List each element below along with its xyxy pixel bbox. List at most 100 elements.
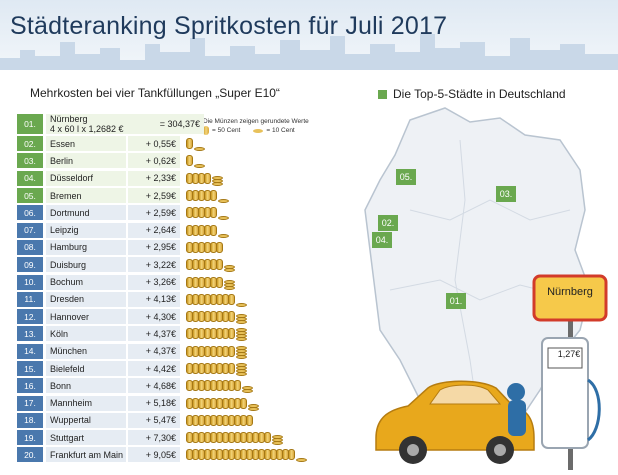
city-name: Dortmund [46, 205, 126, 221]
flat-coin-icon [212, 175, 223, 180]
green-square-icon [378, 89, 387, 99]
city-cell: Nürnberg 4 x 60 l x 1,2682 € [46, 114, 146, 134]
table-row-first: 01. Nürnberg 4 x 60 l x 1,2682 € = 304,3… [17, 113, 337, 135]
value-cell: + 2,64€ [128, 222, 180, 238]
city-name: Hamburg [46, 239, 126, 255]
coin-icon [228, 311, 235, 323]
city-name: Bonn [46, 378, 126, 394]
city-name: Düsseldorf [46, 170, 126, 186]
value-cell: + 4,13€ [128, 291, 180, 307]
coin-icon [246, 414, 253, 426]
coin-icon [204, 172, 211, 184]
table-row: 07. Leipzig + 2,64€ [17, 221, 337, 238]
coin-stack [186, 171, 337, 186]
rank-badge: 01. [17, 114, 43, 134]
rank-badge: 14. [17, 343, 43, 359]
rank-badge: 03. [17, 153, 43, 169]
flat-coin-icon [218, 233, 229, 238]
value-cell: + 4,68€ [128, 378, 180, 394]
value-cell: + 2,95€ [128, 239, 180, 255]
flat-coin-icon [236, 302, 247, 307]
table-row: 05. Bremen + 2,59€ [17, 187, 337, 204]
city-name: Duisburg [46, 257, 126, 273]
rank-badge: 04. [17, 170, 43, 186]
rank-badge: 12. [17, 309, 43, 325]
value-cell: + 7,30€ [128, 430, 180, 446]
value-cell: + 4,37€ [128, 326, 180, 342]
coin-stack [186, 223, 337, 238]
coin-icon [210, 190, 217, 202]
value-cell: + 0,55€ [128, 136, 180, 152]
table-row: 03. Berlin + 0,62€ [17, 152, 337, 169]
map-marker-03: 03. [496, 186, 516, 202]
city-skyline-graphic [0, 34, 618, 70]
coin-stack [186, 136, 337, 152]
value-cell: + 2,33€ [128, 170, 180, 186]
city-name: Berlin [46, 153, 126, 169]
top5-legend: Die Top-5-Städte in Deutschland [378, 87, 566, 101]
coin-icon [216, 259, 223, 271]
coin-stack [186, 309, 337, 325]
rank-badge: 20. [17, 447, 43, 463]
table-row: 16. Bonn + 4,68€ [17, 377, 337, 394]
table-row: 14. München + 4,37€ [17, 343, 337, 360]
rank-badge: 11. [17, 291, 43, 307]
ranking-table: 01. Nürnberg 4 x 60 l x 1,2682 € = 304,3… [17, 113, 337, 464]
table-row: 18. Wuppertal + 5,47€ [17, 412, 337, 429]
value-cell: + 2,59€ [128, 205, 180, 221]
coin-icon [228, 345, 235, 357]
rank-badge: 02. [17, 136, 43, 152]
value-cell: + 3,26€ [128, 274, 180, 290]
pump-price: 1,27€ [557, 349, 581, 359]
rank-badge: 13. [17, 326, 43, 342]
flat-coin-icon [242, 386, 253, 391]
table-row: 06. Dortmund + 2,59€ [17, 204, 337, 221]
city-name: Hannover [46, 309, 126, 325]
rank-badge: 18. [17, 412, 43, 428]
rank-badge: 10. [17, 274, 43, 290]
coin-icon [216, 276, 223, 288]
flat-coin-icon [224, 279, 235, 284]
car-illustration [375, 380, 535, 464]
map-marker-05: 05. [396, 169, 416, 185]
germany-map: 05. 03. 02. 04. 01. [350, 100, 618, 470]
map-marker-01: 01. [446, 293, 466, 309]
table-row: 20. Frankfurt am Main + 9,05€ [17, 446, 337, 463]
coin-stack [186, 430, 337, 446]
table-row: 11. Dresden + 4,13€ [17, 291, 337, 308]
table-row: 12. Hannover + 4,30€ [17, 308, 337, 325]
table-row: 19. Stuttgart + 7,30€ [17, 429, 337, 446]
map-marker-04: 04. [372, 232, 392, 248]
value-cell: + 5,47€ [128, 412, 180, 428]
table-row: 13. Köln + 4,37€ [17, 325, 337, 342]
flat-coin-icon [236, 363, 247, 367]
coin-icon [264, 432, 271, 444]
coin-icon [234, 380, 241, 392]
cost-formula: 4 x 60 l x 1,2682 € [50, 124, 124, 134]
city-name: Bochum [46, 274, 126, 290]
nuernberg-sign [532, 274, 608, 470]
coin-icon [210, 224, 217, 236]
coin-icon [203, 126, 209, 135]
coin-stack [186, 205, 337, 221]
value-cell: = 304,37€ [146, 114, 204, 134]
value-cell: + 9,05€ [128, 447, 180, 463]
value-cell: + 2,59€ [128, 188, 180, 204]
rank-badge: 16. [17, 378, 43, 394]
flat-coin-icon [236, 314, 247, 319]
coin-stack [186, 447, 337, 463]
city-name: Dresden [46, 291, 126, 307]
city-name: München [46, 343, 126, 359]
germany-map-outline [364, 107, 591, 431]
table-subtitle: Mehrkosten bei vier Tankfüllungen „Super… [30, 86, 280, 100]
flat-coin-icon [194, 147, 205, 152]
coin-legend-note: Die Münzen zeigen gerundete Werte [203, 118, 309, 125]
table-row: 04. Düsseldorf + 2,33€ [17, 170, 337, 187]
city-name: Bielefeld [46, 361, 126, 376]
value-cell: + 4,42€ [128, 361, 180, 376]
value-cell: + 0,62€ [128, 153, 180, 169]
coin-stack [186, 344, 337, 359]
coin-stack [186, 292, 337, 307]
coin-stack [186, 361, 337, 376]
coin-stack [186, 396, 337, 411]
